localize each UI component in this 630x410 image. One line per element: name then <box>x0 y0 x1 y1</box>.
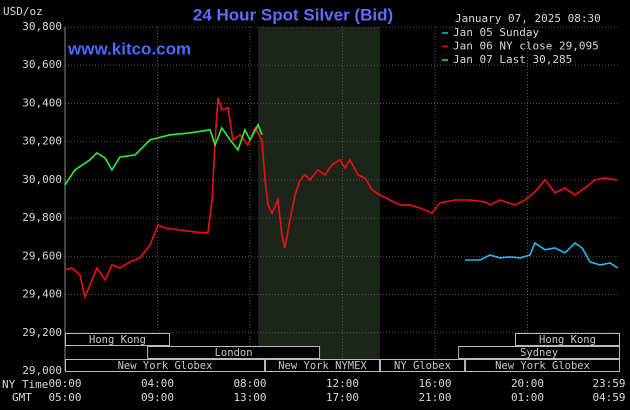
session-box <box>65 359 266 372</box>
session-label: Hong Kong <box>539 334 596 346</box>
session-label: NY Globex <box>394 360 451 372</box>
session-box <box>65 333 170 346</box>
x2-tick-label: 17:00 <box>326 391 359 404</box>
x2-tick-label: 04:59 <box>592 391 625 404</box>
x-tick-label: 08:00 <box>233 377 266 390</box>
x-tick-label: 00:00 <box>48 377 81 390</box>
session-label: London <box>215 347 253 359</box>
x2-tick-label: 09:00 <box>141 391 174 404</box>
x-tick-label: 23:59 <box>592 377 625 390</box>
session-box <box>265 359 380 372</box>
y-tick-label: 30,000 <box>22 173 62 186</box>
x2-tick-label: 05:00 <box>48 391 81 404</box>
session-box <box>465 359 620 372</box>
legend-label: Jan 06 NY close 29,095 <box>453 40 599 53</box>
y-tick-label: 29,800 <box>22 211 62 224</box>
x-axis-label: NY Time <box>2 378 48 391</box>
session-label: New York NYMEX <box>278 360 367 372</box>
session-label: New York Globex <box>118 360 213 372</box>
chart-title: 24 Hour Spot Silver (Bid) <box>193 5 393 24</box>
session-label: Hong Kong <box>89 334 146 346</box>
y-tick-label: 29,000 <box>22 364 62 377</box>
x2-tick-label: 01:00 <box>511 391 544 404</box>
x-tick-label: 12:00 <box>326 377 359 390</box>
x-tick-label: 20:00 <box>511 377 544 390</box>
session-box <box>458 346 620 359</box>
session-shade <box>258 27 380 371</box>
y-tick-label: 30,400 <box>22 96 62 109</box>
session-label: New York Globex <box>495 360 590 372</box>
y-tick-label: 29,600 <box>22 249 62 262</box>
site-label: www.kitco.com <box>67 39 191 58</box>
y-tick-label: 29,400 <box>22 288 62 301</box>
x2-tick-label: 13:00 <box>233 391 266 404</box>
series-line <box>64 122 263 186</box>
x2-axis-label: GMT <box>12 391 32 404</box>
x-tick-label: 04:00 <box>141 377 174 390</box>
x-tick-label: 16:00 <box>418 377 451 390</box>
x2-tick-label: 21:00 <box>418 391 451 404</box>
date-label: January 07, 2025 08:30 <box>455 12 601 25</box>
session-box <box>379 359 466 372</box>
y-tick-label: 30,200 <box>22 135 62 148</box>
legend-label: Jan 05 Sunday <box>453 26 539 39</box>
session-label: Sydney <box>520 347 558 359</box>
y-tick-label: 29,200 <box>22 326 62 339</box>
session-box <box>147 346 321 359</box>
y-tick-label: 30,800 <box>22 20 62 33</box>
legend-label: Jan 07 Last 30,285 <box>453 53 572 66</box>
unit-label: USD/oz <box>3 5 43 18</box>
y-tick-label: 30,600 <box>22 58 62 71</box>
session-box <box>515 333 621 346</box>
series-line <box>64 97 617 300</box>
series-line <box>465 241 619 269</box>
